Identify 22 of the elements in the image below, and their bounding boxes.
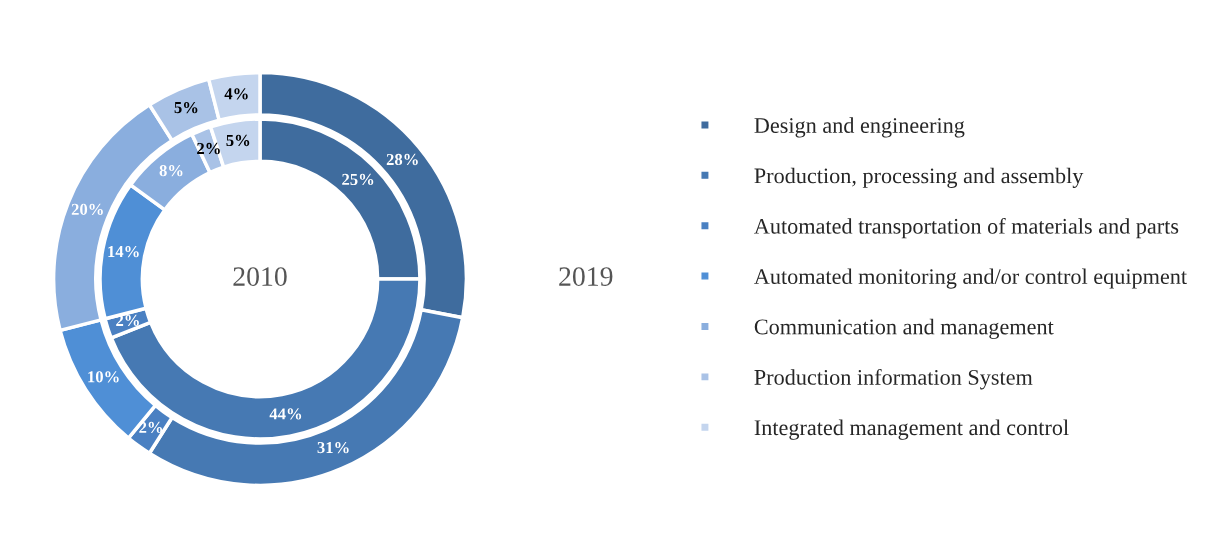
data-label: 2% <box>139 421 163 434</box>
data-label: 5% <box>226 134 250 147</box>
data-label: 2% <box>197 142 220 155</box>
data-label: 4% <box>224 88 248 100</box>
data-label: 25% <box>342 173 374 186</box>
legend-label: Design and engineering <box>754 117 965 138</box>
data-label: 44% <box>269 408 302 420</box>
legend-label: Automated transportation of materials and parts <box>754 217 1179 239</box>
slice-label: 2010 <box>233 267 287 286</box>
legend-label: Automated monitoring and/or control equipment <box>754 268 1187 289</box>
legend-label: Production information System <box>754 368 1033 390</box>
data-label: 28% <box>386 153 418 166</box>
data-label: 5% <box>174 101 198 114</box>
data-label: 20% <box>71 203 103 216</box>
legend-label: Production, processing and assembly <box>754 167 1084 188</box>
data-label: 10% <box>88 371 119 383</box>
legend-label: Communication and management <box>754 318 1054 339</box>
data-label: 31% <box>317 441 349 454</box>
data-label: 14% <box>108 245 139 258</box>
data-label: 8% <box>159 164 183 177</box>
slice-label: 2019 <box>559 267 613 286</box>
legend-label: Integrated management and control <box>754 419 1069 440</box>
